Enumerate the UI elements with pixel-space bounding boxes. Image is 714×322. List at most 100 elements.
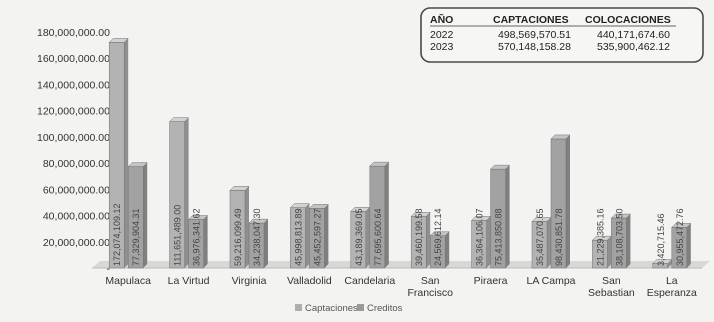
x-category-label: San	[421, 275, 440, 287]
x-axis-categories: Mapulaca La Virtud Virginia Valladolid Cande…	[105, 275, 697, 299]
bar-side	[124, 38, 129, 268]
y-tick-label: 60,000,000.00	[43, 184, 110, 196]
bar-top	[289, 203, 311, 208]
data-label: 172,074,109.12	[112, 203, 122, 266]
bar-side	[486, 216, 491, 268]
data-label: 77,695,600.64	[373, 208, 383, 266]
y-tick-label: 20,000,000.00	[43, 237, 110, 249]
y-axis: 180,000,000.00 160,000,000.00 140,000,000.…	[37, 27, 111, 275]
bar-side	[686, 223, 691, 268]
bar-captaciones	[531, 217, 552, 269]
bar-top	[489, 164, 511, 170]
bar-side	[305, 203, 310, 268]
data-label: 59,216,099.49	[233, 208, 243, 266]
bar-captaciones	[350, 207, 371, 269]
bar-creditos	[187, 215, 209, 269]
data-label: 34,238,047.30	[252, 208, 262, 266]
bar-side	[667, 259, 672, 268]
summary-table: AÑO CAPTACIONES COLOCACIONES 2022 498,569,57…	[420, 7, 704, 63]
data-label: 45,452,597.27	[312, 208, 322, 266]
bar-captaciones	[108, 38, 129, 269]
bar-captaciones	[289, 203, 311, 269]
table-header: AÑO	[430, 13, 453, 26]
y-tick-label: -	[107, 263, 111, 275]
bar-creditos	[308, 204, 330, 269]
data-label: 75,413,850.88	[494, 208, 504, 266]
x-category-label: La Virtud	[168, 275, 210, 287]
bar-captaciones	[470, 216, 492, 269]
x-category-label: Candelaria	[344, 275, 395, 287]
x-category-label: Francisco	[407, 287, 453, 299]
bar-creditos	[369, 161, 390, 269]
bar-top	[610, 213, 632, 219]
table-cell-captaciones: 498,569,570.51	[498, 29, 571, 41]
bar-creditos	[671, 223, 692, 269]
bar-top	[369, 161, 390, 167]
table-row: 2022 498,569,570.51 440,171,674.60	[430, 29, 670, 41]
x-category-label: San	[602, 275, 621, 287]
table-header: CAPTACIONES	[493, 14, 569, 26]
data-label: 21,229,385.16	[595, 208, 605, 266]
data-label: 38,108,703.50	[614, 208, 624, 266]
bar-top	[308, 204, 330, 209]
bar-side	[365, 207, 370, 268]
bar-captaciones	[168, 117, 190, 269]
bar-side	[324, 204, 329, 268]
y-tick-label: 180,000,000.00	[37, 27, 110, 39]
y-tick-label: 140,000,000.00	[37, 79, 110, 91]
bar-creditos	[610, 213, 632, 269]
bar-side	[626, 214, 631, 268]
bar-top	[550, 134, 571, 140]
bar-captaciones	[229, 186, 250, 269]
table-row: 2023 570,148,158.28 535,900,462.12	[430, 41, 670, 53]
bar-top	[108, 38, 129, 43]
bar-creditos	[489, 164, 511, 269]
bar-creditos	[248, 218, 269, 269]
bar-side	[445, 231, 450, 268]
data-label: 111,651,489.00	[173, 205, 183, 266]
bar-top	[671, 223, 692, 228]
table-cell-year: 2022	[430, 29, 454, 41]
bar-side	[143, 162, 148, 268]
x-category-label: Piraera	[474, 275, 508, 287]
x-category-label: Sebastian	[588, 287, 635, 299]
data-label: 3,420,715.46	[656, 213, 666, 266]
bar-top	[187, 215, 209, 220]
legend-label: Creditos	[367, 303, 403, 314]
bar-side	[245, 186, 249, 268]
bar-captaciones	[410, 212, 431, 269]
table-box	[420, 7, 704, 63]
bar-top	[410, 212, 431, 217]
y-tick-label: 160,000,000.00	[37, 53, 110, 65]
table-header: COLOCACIONES	[585, 14, 671, 26]
x-category-label: LA Campa	[526, 275, 575, 287]
data-label: 36,976,341.62	[192, 208, 202, 266]
bar-top	[248, 218, 269, 224]
data-label: 39,460,199.58	[414, 208, 424, 266]
data-label: 98,430,851.78	[554, 208, 564, 266]
y-tick-label: 120,000,000.00	[37, 106, 110, 118]
bar-side	[264, 219, 268, 268]
data-label: 77,329,904.31	[131, 208, 141, 266]
bar-side	[547, 217, 551, 268]
bar-creditos	[429, 231, 450, 269]
data-label: 24,569,612.14	[433, 208, 443, 266]
x-category-label: La	[666, 275, 678, 287]
bar-creditos	[127, 162, 148, 269]
legend-swatch	[357, 304, 364, 311]
bar-top	[127, 162, 148, 167]
table-cell-year: 2023	[430, 41, 454, 53]
bar-side	[184, 117, 189, 269]
table-cell-colocaciones: 440,171,674.60	[597, 29, 670, 41]
data-label: 30,955,472.76	[675, 208, 685, 266]
table-cell-colocaciones: 535,900,462.12	[597, 41, 670, 53]
legend: Captaciones Creditos	[295, 303, 403, 314]
bar-top	[429, 231, 450, 237]
bar-side	[426, 212, 431, 268]
data-label: 36,364,106.07	[475, 208, 485, 266]
x-category-label: Mapulaca	[105, 275, 151, 287]
x-category-label: Valladolid	[287, 275, 332, 287]
bar-side	[505, 165, 510, 268]
bar-side	[203, 215, 208, 268]
